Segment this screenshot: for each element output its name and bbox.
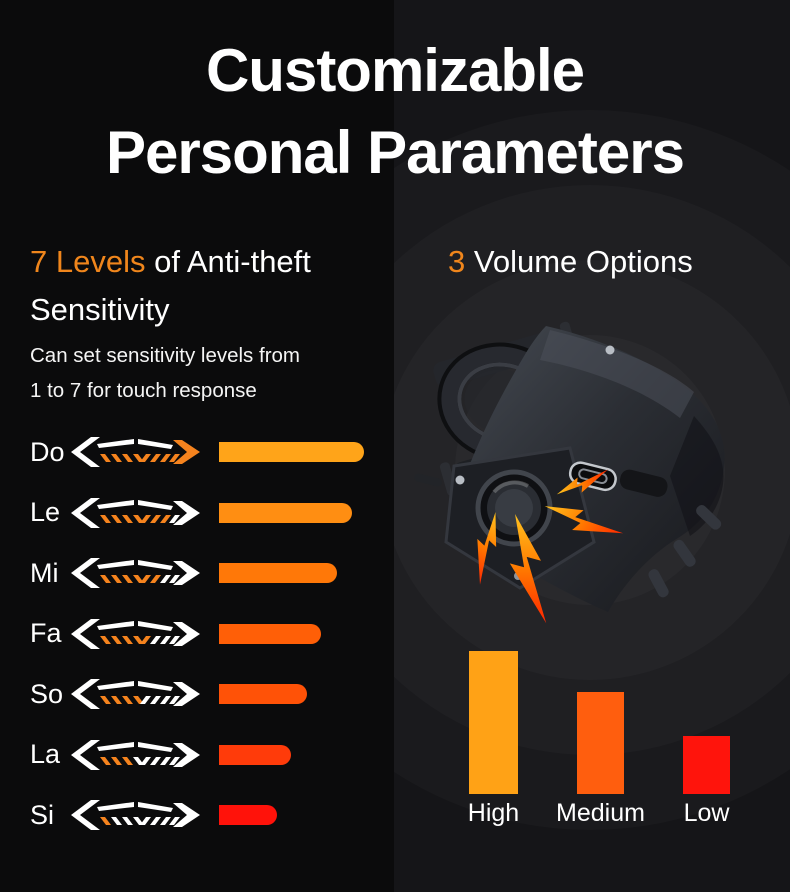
sensitivity-level-row: Le: [30, 497, 352, 529]
product-photo-bike-alarm: [414, 321, 725, 624]
title-line-2: Personal Parameters: [105, 119, 685, 186]
level-bar: [219, 563, 337, 583]
volume-heading-highlight: 3: [448, 244, 466, 279]
sensitivity-level-row: So: [30, 678, 307, 710]
level-bar: [219, 805, 277, 825]
level-bar: [219, 502, 352, 523]
sensitivity-level-row: Fa: [30, 618, 321, 650]
volume-bar: [577, 692, 624, 794]
level-label: Fa: [30, 618, 62, 648]
chevron-vibration-icon: [71, 679, 200, 709]
chevron-vibration-icon: [71, 558, 200, 588]
level-label: So: [30, 678, 64, 709]
volume-bar: [469, 651, 518, 794]
sensitivity-heading: 7 Levels of Anti-theft Sensitivity: [30, 238, 311, 334]
volume-heading: 3 Volume Options: [448, 238, 693, 286]
level-label: Mi: [30, 557, 59, 588]
chevron-vibration-icon: [71, 618, 200, 649]
sensitivity-description-line2: 1 to 7 for touch response: [30, 379, 257, 402]
chevron-vibration-icon: [71, 739, 200, 770]
title-line-1: Customizable: [205, 37, 585, 104]
sensitivity-heading-rest: of Anti-theft: [145, 244, 311, 279]
level-label: La: [30, 739, 61, 769]
volume-label: High: [467, 799, 520, 827]
level-bar: [219, 442, 364, 462]
chevron-vibration-icon: [71, 437, 200, 467]
level-label: Le: [30, 497, 61, 527]
level-label: Do: [30, 436, 65, 467]
level-label: Si: [30, 799, 55, 830]
screw: [605, 345, 615, 355]
volume-label: Low: [683, 799, 730, 827]
volume-heading-rest: Volume Options: [465, 244, 693, 279]
sensitivity-heading-line2: Sensitivity: [30, 292, 170, 327]
sensitivity-level-row: Mi: [30, 557, 337, 589]
level-bar: [219, 744, 291, 765]
chevron-vibration-icon: [71, 497, 200, 528]
sensitivity-level-row: Do: [30, 436, 364, 468]
sensitivity-level-row: Si: [30, 799, 277, 831]
sensitivity-level-row: La: [30, 739, 291, 771]
screw: [455, 475, 465, 485]
volume-label: Medium: [556, 799, 645, 827]
chevron-vibration-icon: [71, 800, 200, 830]
volume-bar: [683, 736, 730, 794]
level-bar: [219, 623, 321, 644]
level-bar: [219, 684, 307, 704]
sensitivity-heading-highlight: 7 Levels: [30, 244, 146, 279]
page-title: Customizable Personal Parameters: [0, 30, 790, 194]
sensitivity-description-line1: Can set sensitivity levels from: [30, 344, 301, 367]
sensitivity-description: Can set sensitivity levels from 1 to 7 f…: [30, 338, 300, 408]
